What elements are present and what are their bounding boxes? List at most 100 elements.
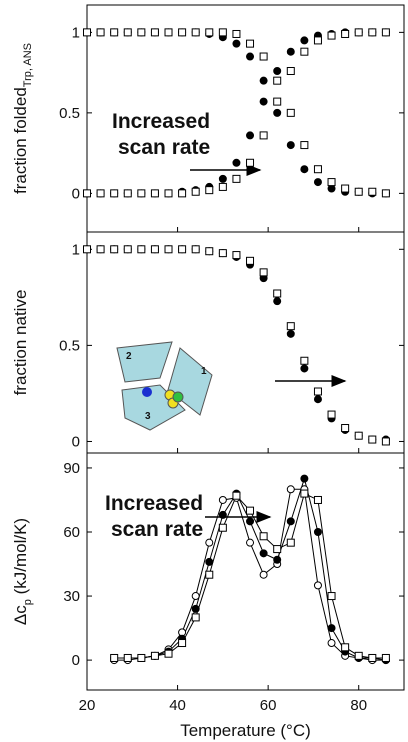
data-point <box>300 141 309 150</box>
data-point <box>178 28 187 37</box>
data-point <box>341 184 350 193</box>
data-point <box>354 431 363 440</box>
data-point <box>368 435 377 444</box>
data-point <box>313 36 322 45</box>
data-point <box>273 297 282 306</box>
data-point <box>218 182 227 191</box>
data-point <box>164 189 173 198</box>
data-point <box>246 158 255 167</box>
data-point <box>218 174 227 183</box>
data-point <box>191 592 200 601</box>
data-point <box>341 29 350 38</box>
data-point <box>232 158 241 167</box>
data-point <box>273 76 282 85</box>
x-tick-label: 20 <box>79 697 96 714</box>
data-point <box>368 653 377 662</box>
data-point <box>286 108 295 117</box>
y-axis-label-part: (kJ/mol/K) <box>11 518 30 599</box>
data-point <box>96 245 105 254</box>
data-point <box>381 28 390 37</box>
data-point <box>259 76 268 85</box>
data-point <box>191 187 200 196</box>
y-axis-label: fraction foldedTrp, ANS <box>11 43 34 194</box>
data-point <box>123 245 132 254</box>
data-point <box>110 28 119 37</box>
data-point <box>286 329 295 338</box>
data-point <box>218 28 227 37</box>
y-axis-label-part: p <box>22 599 34 605</box>
data-point <box>246 52 255 61</box>
data-point <box>205 557 214 566</box>
data-point <box>273 97 282 106</box>
data-point <box>150 651 159 660</box>
inset-label: 3 <box>145 411 151 422</box>
data-point <box>205 186 214 195</box>
data-point <box>259 549 268 558</box>
inset-label: 2 <box>126 351 132 362</box>
data-point <box>313 178 322 187</box>
data-point <box>381 653 390 662</box>
data-point <box>354 651 363 660</box>
data-point <box>313 495 322 504</box>
data-point <box>205 28 214 37</box>
plot-frame <box>86 452 405 691</box>
y-tick-label: 0 <box>72 185 80 202</box>
data-point <box>232 39 241 48</box>
data-point <box>313 581 322 590</box>
data-point <box>300 489 309 498</box>
data-point <box>300 356 309 365</box>
data-point <box>137 653 146 662</box>
data-point <box>123 189 132 198</box>
annotation: Increased <box>112 110 210 133</box>
data-point <box>218 510 227 519</box>
data-point <box>205 538 214 547</box>
data-point <box>327 592 336 601</box>
y-axis-label-part: fraction native <box>11 290 30 396</box>
y-tick-label: 1 <box>72 241 80 258</box>
y-tick-label: 0 <box>72 433 80 450</box>
data-point <box>110 189 119 198</box>
data-point <box>246 39 255 48</box>
data-point <box>178 245 187 254</box>
data-point <box>83 245 91 254</box>
data-point <box>300 165 309 174</box>
x-tick-label: 80 <box>350 697 367 714</box>
data-point <box>273 108 282 117</box>
data-point <box>137 189 146 198</box>
domain <box>116 341 173 383</box>
annotation: Increased <box>105 492 203 515</box>
data-point <box>300 47 309 56</box>
y-tick-label: 1 <box>72 24 80 41</box>
data-point <box>123 28 132 37</box>
data-point <box>246 256 255 265</box>
y-tick-label: 90 <box>63 460 80 477</box>
data-point <box>368 28 377 37</box>
y-axis-label-part: fraction folded <box>11 87 30 194</box>
data-point <box>327 410 336 419</box>
y-axis-label-part: Trp, ANS <box>22 43 34 87</box>
x-tick-label: 40 <box>169 697 186 714</box>
y-tick-label: 0.5 <box>59 105 80 122</box>
data-point <box>164 28 173 37</box>
data-point <box>259 52 268 61</box>
data-point <box>232 29 241 38</box>
data-point <box>232 491 241 500</box>
data-point <box>313 165 322 174</box>
data-point <box>300 36 309 45</box>
data-point <box>286 67 295 76</box>
data-point <box>313 528 322 536</box>
data-point <box>150 189 159 198</box>
data-point <box>110 653 119 662</box>
data-point <box>178 639 187 648</box>
data-point <box>341 424 350 433</box>
data-point <box>205 247 214 256</box>
data-point <box>286 322 295 331</box>
data-point <box>368 187 377 196</box>
data-point <box>137 245 146 254</box>
data-point <box>286 141 295 150</box>
data-point <box>300 364 309 373</box>
data-point <box>246 517 255 526</box>
data-point <box>313 395 322 404</box>
protein-inset: 1 2 3 <box>116 341 213 431</box>
y-tick-label: 30 <box>63 588 80 605</box>
